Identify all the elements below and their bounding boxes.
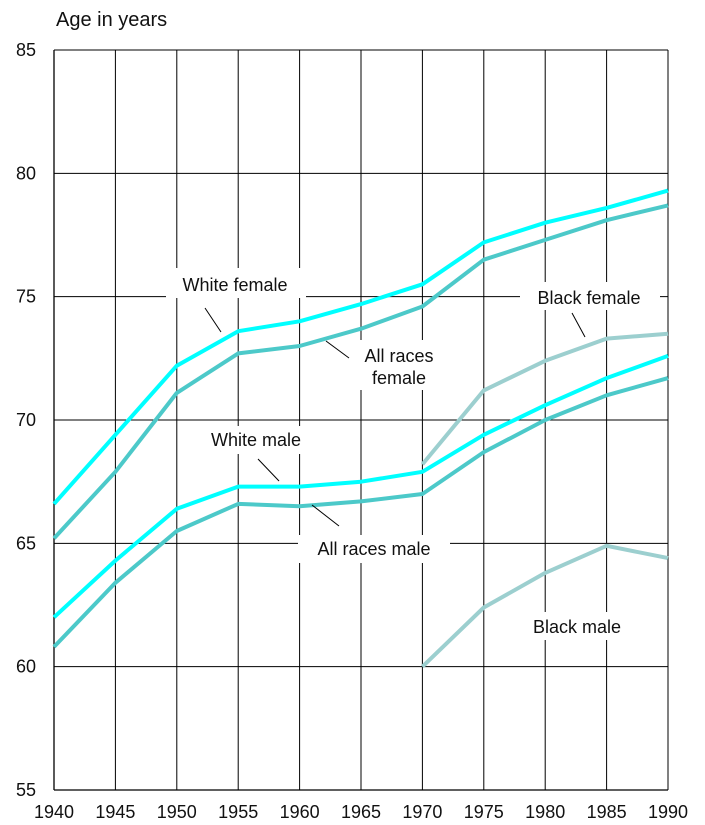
annotation-background xyxy=(516,612,638,640)
x-tick-label: 1985 xyxy=(587,802,627,822)
series-annotation-label: All races male xyxy=(317,539,430,559)
series-line-all-races-male xyxy=(52,376,669,649)
axes xyxy=(53,50,668,791)
axis-labels: Age in years 1940 1945 1950 1955 1960 1965 197… xyxy=(16,9,688,822)
y-tick-label: 55 xyxy=(16,780,36,800)
series-line-white-female xyxy=(52,188,669,506)
x-tick-label: 1945 xyxy=(95,802,135,822)
annotation-leader-line xyxy=(257,458,280,482)
x-tick-label: 1950 xyxy=(157,802,197,822)
annotation-leader-line xyxy=(311,504,340,527)
annotation-background xyxy=(298,535,450,563)
annotation-leader-line xyxy=(204,307,222,333)
x-tick-label: 1965 xyxy=(341,802,381,822)
annotation-background xyxy=(520,282,660,310)
y-tick-label: 85 xyxy=(16,40,36,60)
x-tick-label: 1960 xyxy=(280,802,320,822)
annotation-background xyxy=(196,426,314,454)
x-tick-label: 1980 xyxy=(525,802,565,822)
series-annotation-label: female xyxy=(372,368,426,388)
y-tick-label: 75 xyxy=(16,287,36,307)
x-tick-label: 1940 xyxy=(34,802,74,822)
series-lines xyxy=(52,188,669,669)
annotation-leader-line xyxy=(325,340,350,359)
series-annotation-label: All races xyxy=(364,346,433,366)
series-annotation-label: Black male xyxy=(533,617,621,637)
annotation-background xyxy=(166,268,306,298)
series-line-all-races-female xyxy=(52,203,669,540)
y-axis-title: Age in years xyxy=(56,9,167,31)
x-tick-label: 1975 xyxy=(464,802,504,822)
series-annotation-label: White male xyxy=(211,430,301,450)
y-tick-label: 80 xyxy=(16,163,36,183)
x-tick-label: 1990 xyxy=(648,802,688,822)
series-line-white-male xyxy=(52,354,669,619)
x-tick-label: 1955 xyxy=(218,802,258,822)
series-annotation-label: Black female xyxy=(537,288,640,308)
y-tick-label: 70 xyxy=(16,410,36,430)
annotation-leader-line xyxy=(571,312,586,338)
series-line-black-female xyxy=(420,331,669,466)
annotation-background xyxy=(350,340,448,390)
series-annotation-label: White female xyxy=(182,275,287,295)
gridlines xyxy=(53,49,669,791)
y-tick-label: 65 xyxy=(16,533,36,553)
series-line-black-male xyxy=(421,543,669,669)
x-tick-label: 1970 xyxy=(402,802,442,822)
y-tick-label: 60 xyxy=(16,657,36,677)
